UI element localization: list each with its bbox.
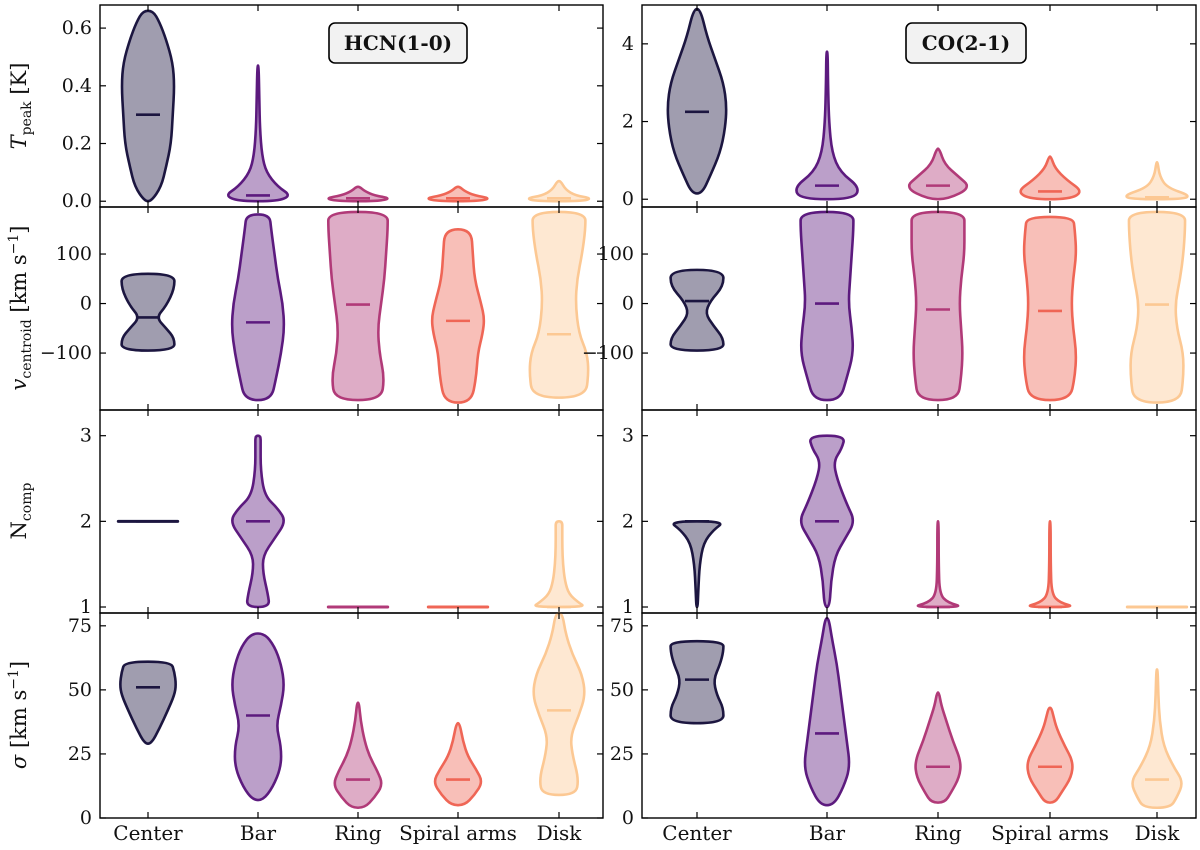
violin-right-row4-ring xyxy=(914,691,962,804)
y-axis-label: vcentroid [km s−1] xyxy=(6,225,35,390)
y-tick-label: 2 xyxy=(622,510,634,532)
x-category-label: Ring xyxy=(334,821,381,845)
panel-title-box xyxy=(328,22,468,64)
violin-right-row2-spiral-arms xyxy=(1022,215,1078,402)
y-tick-label: 25 xyxy=(68,743,92,765)
violin-left-row4-spiral-arms xyxy=(433,721,483,807)
panel-frame xyxy=(99,409,604,614)
violin-right-row3-ring xyxy=(916,520,960,609)
x-category-label: Bar xyxy=(240,821,277,845)
x-category-label: Disk xyxy=(537,821,583,845)
y-tick-label: 50 xyxy=(610,679,634,701)
violin-left-row2-bar xyxy=(230,213,286,402)
y-tick-label: 75 xyxy=(68,615,92,637)
y-tick-label: 2 xyxy=(622,111,634,133)
violin-right-row4-bar xyxy=(803,616,851,807)
panel-right-row2: −100 0 100 xyxy=(582,206,1197,411)
violin-right-row4-center xyxy=(669,639,725,725)
violin-left-row4-ring xyxy=(333,701,383,810)
violin-right-row1-bar xyxy=(795,50,859,201)
violin-right-row2-bar xyxy=(799,210,855,402)
y-tick-label: 3 xyxy=(622,425,634,447)
y-tick-label: 75 xyxy=(610,615,634,637)
violin-left-row1-ring xyxy=(327,185,389,203)
y-tick-label: 0 xyxy=(622,807,634,829)
violin-left-row2-center xyxy=(120,272,176,352)
panel-left-row2: −100 0 100 xyxy=(40,206,604,411)
violin-right-row3-center xyxy=(672,520,722,609)
violin-left-row1-bar xyxy=(227,64,289,203)
violin-left-row2-spiral-arms xyxy=(430,227,486,404)
violin-right-row2-center xyxy=(669,268,725,352)
y-tick-label: 2 xyxy=(80,510,92,532)
x-category-label: Spiral arms xyxy=(991,821,1109,845)
x-category-label: Bar xyxy=(809,821,846,845)
panel-frame xyxy=(641,612,1197,819)
y-tick-label: −100 xyxy=(40,342,92,364)
violin-right-row2-disk xyxy=(1127,210,1187,404)
violin-right-row3-spiral-arms xyxy=(1028,520,1072,609)
x-category-label: Center xyxy=(113,821,183,845)
violin-right-row4-spiral-arms xyxy=(1026,706,1074,804)
violin-right-row1-ring xyxy=(907,147,969,201)
panel-left-row4: 0 25 50 75 xyxy=(68,611,604,829)
y-tick-label: 3 xyxy=(80,425,92,447)
y-tick-label: 50 xyxy=(68,679,92,701)
panel-title: CO(2-1) xyxy=(922,31,1010,55)
y-tick-label: 0 xyxy=(622,293,634,315)
violin-right-row1-center xyxy=(666,7,728,195)
violin-left-row2-disk xyxy=(528,210,590,399)
violin-right-row1-disk xyxy=(1125,161,1189,201)
violin-left-row3-disk xyxy=(534,520,584,609)
x-category-label: Disk xyxy=(1135,821,1181,845)
panel-right-row3: 1 2 3 xyxy=(622,409,1197,618)
panel-title-box xyxy=(905,22,1027,64)
violin-right-row4-disk xyxy=(1131,668,1183,810)
y-tick-label: 25 xyxy=(610,743,634,765)
panel-right-row4: 0 25 50 75 xyxy=(610,612,1197,829)
violin-right-row1-spiral-arms xyxy=(1019,155,1081,201)
violin-left-row2-ring xyxy=(327,210,389,402)
panel-right-row1: 0 2 4 CO(2-1) xyxy=(622,4,1197,210)
y-tick-label: 4 xyxy=(622,33,634,55)
violin-right-row2-ring xyxy=(910,210,966,402)
y-tick-label: −100 xyxy=(582,342,634,364)
y-tick-label: 0.2 xyxy=(62,133,92,155)
x-category-label: Ring xyxy=(914,821,961,845)
panel-frame xyxy=(641,409,1197,614)
y-tick-label: 0 xyxy=(80,807,92,829)
panel-left-row1: 0.0 0.2 0.4 0.6 HCN(1-0) xyxy=(62,4,604,212)
y-tick-label: 100 xyxy=(56,243,92,265)
y-axis-label: Ncomp xyxy=(7,483,35,540)
y-tick-label: 1 xyxy=(80,596,92,618)
y-tick-label: 0 xyxy=(80,293,92,315)
x-category-label: Spiral arms xyxy=(399,821,517,845)
y-tick-label: 0 xyxy=(622,188,634,210)
y-tick-label: 0.6 xyxy=(62,17,92,39)
violin-left-row1-disk xyxy=(527,179,591,203)
panel-frame xyxy=(99,612,604,819)
panel-title: HCN(1-0) xyxy=(344,31,452,55)
violin-left-row4-center xyxy=(119,660,177,745)
x-category-label: Center xyxy=(662,821,732,845)
y-tick-label: 0.0 xyxy=(62,190,92,212)
y-tick-label: 1 xyxy=(622,596,634,618)
violin-left-row1-spiral-arms xyxy=(427,185,489,203)
y-tick-label: 0.4 xyxy=(62,75,92,97)
y-axis-label: σ [km s−1] xyxy=(6,661,31,769)
panel-left-row3: 1 2 3 xyxy=(80,409,604,618)
y-axis-label: Tpeak [K] xyxy=(7,63,35,150)
violin-left-row4-disk xyxy=(532,611,586,797)
y-tick-label: 100 xyxy=(598,243,634,265)
violin-left-row1-center xyxy=(120,9,176,203)
